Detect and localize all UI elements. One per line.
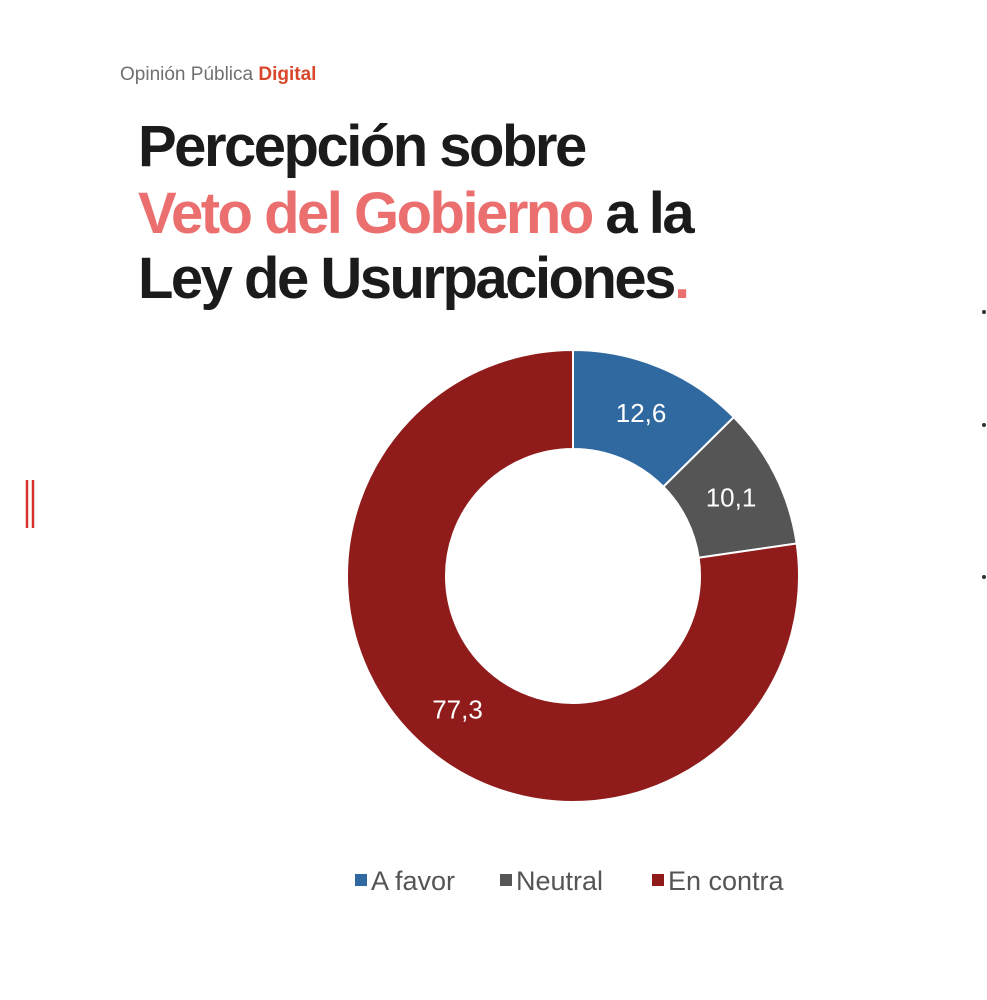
brand-accent: Digital — [258, 64, 316, 85]
decoration — [982, 310, 986, 314]
title-dot: . — [674, 246, 688, 311]
value-label: 12,6 — [616, 398, 667, 428]
legend-swatch — [652, 874, 664, 886]
title-line-2: Veto del Gobierno a la — [138, 181, 695, 246]
title-part: a la — [605, 181, 695, 246]
decoration — [982, 575, 986, 579]
legend-swatch — [355, 874, 367, 886]
brand: Opinión Pública Digital — [120, 64, 316, 85]
legend-label: En contra — [668, 866, 785, 896]
legend-label: A favor — [371, 866, 455, 896]
brand-text: Opinión Pública — [120, 64, 254, 85]
slice — [346, 348, 800, 803]
title-highlight: Veto del Gobierno — [138, 181, 593, 246]
donut-chart: 12,6 10,1 77,3 A favor Neutral En contra — [346, 348, 800, 896]
legend-label: Neutral — [516, 866, 603, 896]
value-label: 77,3 — [432, 694, 483, 724]
title-part: Ley de Usurpaciones — [138, 246, 674, 311]
legend-swatch — [500, 874, 512, 886]
value-label: 10,1 — [706, 482, 757, 512]
decoration — [982, 423, 986, 427]
title-line-3: Ley de Usurpaciones. — [138, 246, 688, 311]
title-line-1: Percepción sobre — [138, 114, 586, 179]
